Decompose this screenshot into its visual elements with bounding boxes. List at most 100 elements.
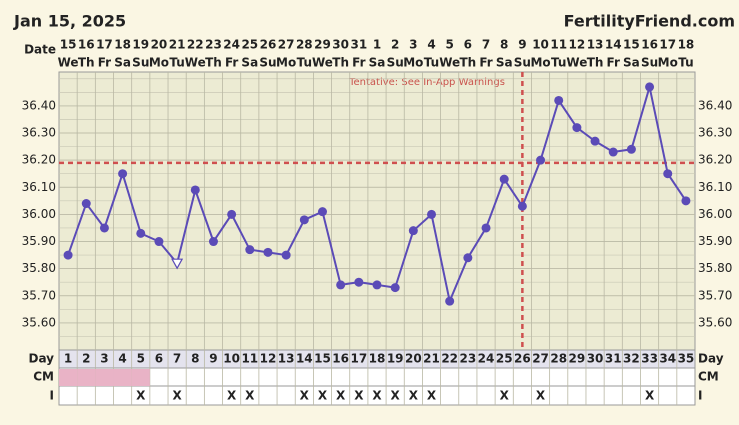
date: 9 [518,38,526,52]
y-tick-label: 35.80 [22,261,56,275]
weekday: Sa [241,56,258,70]
day-number: 2 [82,352,90,366]
point [354,277,364,287]
point [372,280,382,290]
day-number: 25 [496,352,513,366]
i-mark: X [318,389,328,403]
weekday: We [566,56,587,70]
day-number: 26 [514,352,531,366]
y-tick-label: 36.40 [22,98,56,112]
y-tick-label: 35.60 [22,315,56,329]
y-tick-label: 36.30 [698,126,732,140]
cm-cell [77,369,96,386]
point [445,296,455,306]
day-number: 34 [659,352,676,366]
day-number: 5 [137,352,145,366]
weekday: Th [205,56,222,70]
cm-label: CM [33,370,54,384]
point [299,215,309,225]
date: 8 [500,38,508,52]
day-number: 12 [260,352,277,366]
date: 17 [96,38,113,52]
i-mark: X [336,389,346,403]
date: 6 [464,38,472,52]
y-tick-label: 36.20 [698,153,732,167]
weekday: Mo [276,56,296,70]
weekday: Th [587,56,604,70]
y-tick-label: 36.10 [22,180,56,194]
point [590,136,600,146]
date: 3 [409,38,417,52]
weekday: Mo [403,56,423,70]
i-mark: X [427,389,437,403]
weekday: Fr [98,56,111,70]
i-mark: X [354,389,364,403]
point [554,95,564,105]
date: 20 [151,38,168,52]
point [317,207,327,217]
date: 28 [296,38,313,52]
point [408,226,418,236]
y-tick-label: 36.00 [698,207,732,221]
date: 15 [623,38,640,52]
day-number: 20 [405,352,422,366]
cm-label: CM [698,370,719,384]
weekday: Fr [479,56,492,70]
date: 10 [532,38,549,52]
date: 1 [373,38,381,52]
date: 30 [332,38,349,52]
point [536,155,546,165]
date: 17 [659,38,676,52]
date: 16 [78,38,95,52]
point [154,237,164,247]
y-tick-label: 36.00 [22,207,56,221]
date: 18 [678,38,695,52]
weekday: Sa [496,56,513,70]
day-number: 33 [641,352,658,366]
day-number: 8 [191,352,199,366]
weekday: Fr [225,56,238,70]
day-number: 31 [605,352,622,366]
point [336,280,346,290]
weekday: Su [387,56,404,70]
day-number: 15 [314,352,331,366]
date: 18 [114,38,131,52]
weekday: Mo [149,56,169,70]
y-tick-label: 36.20 [22,153,56,167]
date: 16 [641,38,658,52]
y-tick-label: 35.70 [22,288,56,302]
weekday: Tu [678,56,693,70]
day-number: 3 [100,352,108,366]
date: 22 [187,38,204,52]
plot-area [58,71,696,351]
point [481,223,491,233]
day-number: 6 [155,352,163,366]
date: 12 [569,38,586,52]
i-row [58,385,696,406]
brand: FertilityFriend.com [564,12,735,31]
i-mark: X [500,389,510,403]
point [645,82,655,92]
open-point [171,258,184,270]
day-label: Day [28,352,54,366]
point [136,228,146,238]
date-label: Date [24,43,56,57]
y-tick-label: 35.90 [698,234,732,248]
point [263,247,273,257]
point [118,169,128,179]
weekday: Tu [297,56,312,70]
day-number: 17 [350,352,367,366]
day-number: 21 [423,352,440,366]
weekday: Fr [607,56,620,70]
weekday: We [312,56,333,70]
day-number: 23 [460,352,477,366]
day-number: 10 [223,352,240,366]
i-mark: X [409,389,419,403]
day-number: 18 [369,352,386,366]
date: 19 [132,38,149,52]
day-number: 27 [532,352,549,366]
day-number: 16 [332,352,349,366]
point [63,250,73,260]
date: 31 [350,38,367,52]
weekday: Mo [658,56,678,70]
